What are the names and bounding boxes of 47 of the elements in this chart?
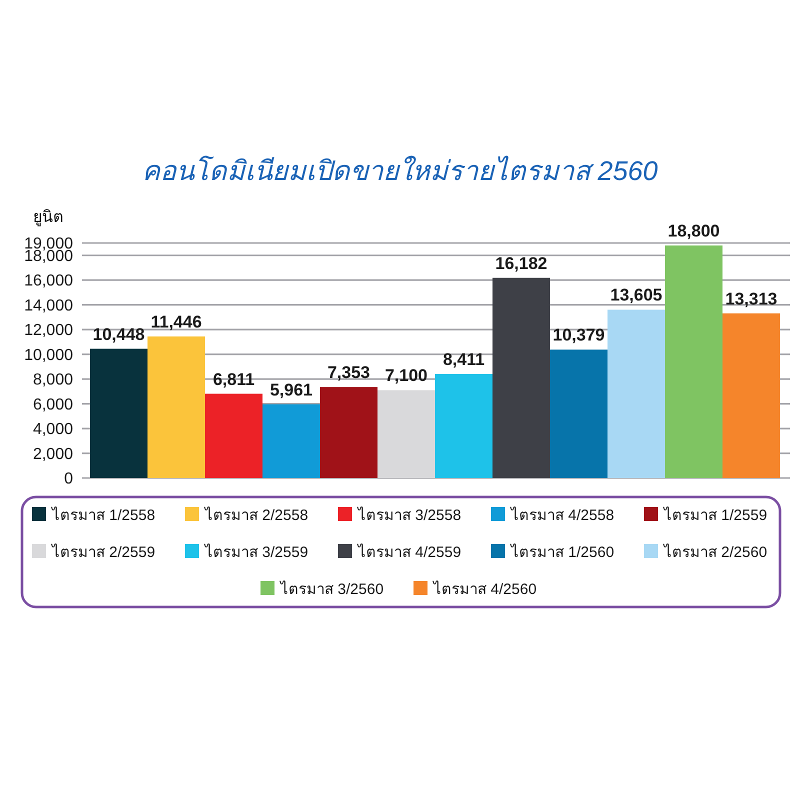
- bar: [90, 348, 148, 478]
- bar: [435, 374, 492, 478]
- bar: [205, 394, 262, 478]
- legend-label: ไตรมาส 4/2560: [432, 580, 537, 598]
- chart-title: คอนโดมิเนียมเปิดขายใหม่รายไตรมาส 2560: [142, 155, 658, 186]
- legend-label: ไตรมาส 1/2558: [51, 506, 156, 524]
- y-tick-label: 12,000: [24, 322, 74, 340]
- bar: [722, 313, 780, 478]
- bar: [550, 350, 608, 478]
- y-tick-label: 14,000: [24, 297, 74, 314]
- data-label: 7,353: [327, 363, 370, 382]
- legend-label: ไตรมาส 3/2558: [357, 506, 462, 524]
- data-label: 10,379: [552, 326, 605, 345]
- legend-label: ไตรมาส 3/2560: [280, 580, 384, 598]
- bar: [148, 336, 205, 478]
- data-label: 5,961: [270, 380, 313, 400]
- bar: [492, 278, 550, 478]
- data-label: 6,811: [212, 370, 255, 389]
- bar: [608, 310, 665, 478]
- data-label: 13,313: [725, 289, 778, 308]
- data-label: 13,605: [610, 286, 662, 305]
- legend-label: ไตรมาส 1/2560: [510, 543, 614, 561]
- data-label: 18,800: [668, 221, 720, 240]
- y-tick-label: 16,000: [24, 272, 74, 290]
- data-label: 7,100: [384, 366, 428, 386]
- data-label: 10,448: [92, 324, 145, 344]
- legend-label: ไตรมาส 4/2559: [357, 543, 462, 561]
- bar: [262, 404, 320, 478]
- data-label: 11,446: [150, 312, 202, 332]
- bar: [378, 390, 435, 478]
- y-tick-label: 8,000: [32, 372, 74, 389]
- y-tick-label: 2,000: [32, 446, 74, 463]
- y-axis-title: ยูนิต: [33, 209, 63, 227]
- data-label: 16,182: [495, 254, 548, 273]
- legend-label: ไตรมาส 2/2558: [204, 506, 308, 524]
- legend-label: ไตรมาส 2/2560: [663, 543, 768, 561]
- legend-label: ไตรมาส 3/2559: [204, 543, 308, 561]
- y-tick-label: 0: [64, 470, 74, 488]
- y-tick-label: 10,000: [24, 346, 74, 364]
- data-label: 8,411: [442, 350, 485, 369]
- bar: [665, 245, 722, 478]
- y-tick-label: 4,000: [32, 421, 74, 438]
- y-tick-label: 6,000: [32, 396, 74, 414]
- legend-label: ไตรมาส 2/2559: [51, 543, 156, 561]
- bar: [320, 387, 378, 478]
- legend-label: ไตรมาส 1/2559: [663, 506, 768, 524]
- legend-label: ไตรมาส 4/2558: [510, 506, 614, 524]
